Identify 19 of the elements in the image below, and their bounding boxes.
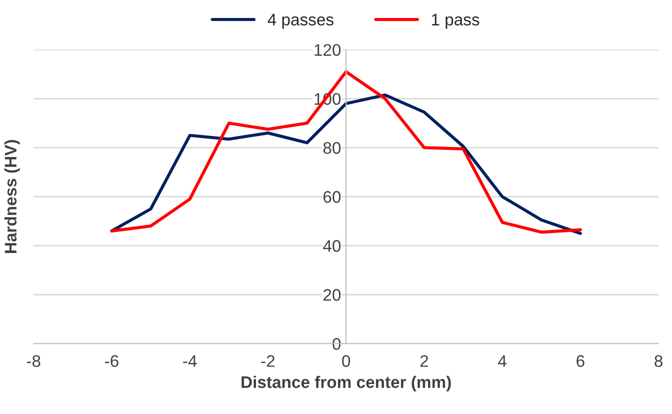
y-tick-label: 20 bbox=[324, 289, 341, 301]
y-tick-label: 60 bbox=[324, 191, 341, 203]
x-tick-label: 8 bbox=[654, 355, 662, 367]
x-axis-title: Distance from center (mm) bbox=[242, 376, 451, 392]
x-tick-label: 4 bbox=[498, 355, 506, 367]
y-axis-title: Hardness (HV) bbox=[4, 140, 20, 253]
x-tick-label: -8 bbox=[26, 355, 40, 367]
y-tick-label: 120 bbox=[314, 44, 341, 56]
x-tick-label: -4 bbox=[183, 355, 197, 367]
x-tick-label: 6 bbox=[576, 355, 584, 367]
x-tick-label: -6 bbox=[105, 355, 118, 367]
legend-label: 4 passes bbox=[268, 14, 334, 29]
y-tick-label: 0 bbox=[332, 338, 341, 350]
x-tick-label: -2 bbox=[261, 355, 275, 367]
y-tick-label: 40 bbox=[323, 240, 341, 252]
y-tick-label: 80 bbox=[323, 142, 341, 154]
x-tick-label: 2 bbox=[420, 355, 428, 367]
legend-label: 1 pass bbox=[432, 14, 480, 29]
x-tick-label: 0 bbox=[342, 355, 350, 367]
